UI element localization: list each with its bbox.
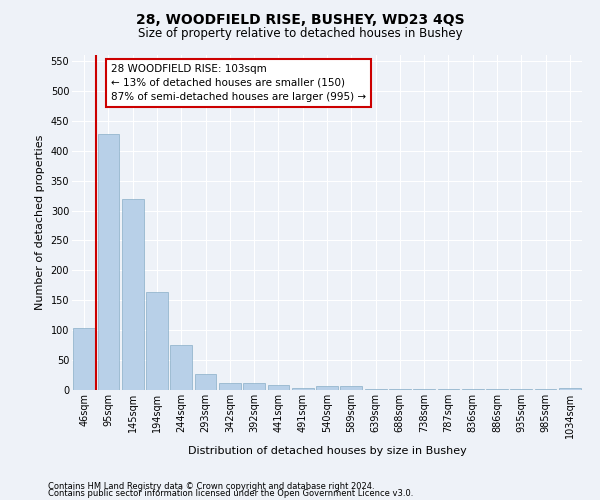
Bar xyxy=(170,345,192,390)
Text: Contains public sector information licensed under the Open Government Licence v3: Contains public sector information licen… xyxy=(48,490,413,498)
Bar xyxy=(268,385,289,390)
Bar xyxy=(122,198,143,390)
Text: 28, WOODFIELD RISE, BUSHEY, WD23 4QS: 28, WOODFIELD RISE, BUSHEY, WD23 4QS xyxy=(136,12,464,26)
Bar xyxy=(219,383,241,390)
Bar xyxy=(73,328,95,390)
Bar xyxy=(146,292,168,390)
Bar xyxy=(292,388,314,390)
Text: 28 WOODFIELD RISE: 103sqm
← 13% of detached houses are smaller (150)
87% of semi: 28 WOODFIELD RISE: 103sqm ← 13% of detac… xyxy=(111,64,366,102)
Bar xyxy=(194,374,217,390)
Text: Contains HM Land Registry data © Crown copyright and database right 2024.: Contains HM Land Registry data © Crown c… xyxy=(48,482,374,491)
Y-axis label: Number of detached properties: Number of detached properties xyxy=(35,135,45,310)
X-axis label: Distribution of detached houses by size in Bushey: Distribution of detached houses by size … xyxy=(188,446,466,456)
Text: Size of property relative to detached houses in Bushey: Size of property relative to detached ho… xyxy=(137,28,463,40)
Bar xyxy=(340,386,362,390)
Bar xyxy=(559,388,581,390)
Bar xyxy=(97,134,119,390)
Bar xyxy=(243,383,265,390)
Bar xyxy=(316,386,338,390)
